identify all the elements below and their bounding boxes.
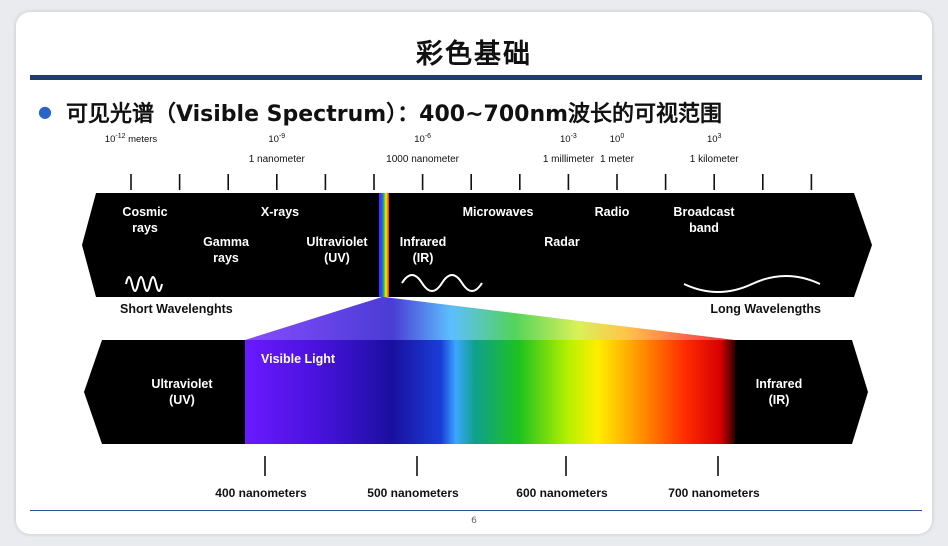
ir-label: (IR) — [769, 393, 790, 407]
band-label: (UV) — [324, 251, 350, 265]
spectrum-diagram: 10-12 meters 10-9 10-6 10-3 100 103 1 nanomete… — [82, 133, 872, 500]
uv-label: (UV) — [169, 393, 195, 407]
scale-power-label: 100 — [610, 133, 625, 145]
scale-unit-label: 1 nanometer — [249, 154, 306, 165]
band-label: (IR) — [413, 251, 434, 265]
scale-power-label: 103 — [707, 133, 722, 145]
em-spectrum-band — [82, 193, 872, 297]
slide-title: 彩色基础 — [416, 39, 532, 70]
scale-unit-label: 1 kilometer — [690, 154, 740, 165]
scale-unit-label: 1 meter — [600, 154, 635, 165]
band-label: Radio — [595, 205, 630, 219]
visible-light-gradient — [245, 340, 735, 444]
bullet-item: ● 可见光谱（Visible Spectrum）：400~700nm波长的可视范围 — [38, 96, 722, 128]
uv-label: Ultraviolet — [151, 377, 213, 391]
band-label: Microwaves — [463, 205, 534, 219]
scale-unit-label: 1 millimeter — [543, 154, 595, 165]
visible-light-fan — [245, 297, 735, 340]
nanometer-label: 400 nanometers — [215, 486, 307, 500]
band-label: Gamma — [203, 235, 250, 249]
scale-power-label: 10-3 — [560, 133, 577, 145]
slide: 彩色基础 ● 可见光谱（Visible Spectrum）：400~700nm波长… — [16, 12, 932, 534]
band-label: Cosmic — [122, 205, 167, 219]
scale-unit-label: 1000 nanometer — [386, 154, 460, 165]
bullet-dot-icon: ● — [38, 102, 52, 121]
visible-light-label: Visible Light — [261, 352, 336, 366]
ir-label: Infrared — [756, 377, 803, 391]
scale-power-label: 10-6 — [414, 133, 431, 145]
scale-power-label: 10-9 — [268, 133, 285, 145]
footer-rule — [30, 510, 922, 511]
page-number: 6 — [471, 516, 477, 526]
medium-wave-icon — [401, 274, 483, 292]
nanometer-label: 500 nanometers — [367, 486, 459, 500]
band-label: Ultraviolet — [306, 235, 368, 249]
nanometer-label: 600 nanometers — [516, 486, 608, 500]
band-label: Infrared — [400, 235, 447, 249]
short-wave-icon — [125, 276, 163, 292]
long-wave-icon — [683, 275, 821, 293]
short-wavelengths-label: Short Wavelenghts — [120, 302, 233, 316]
band-label: band — [689, 221, 719, 235]
long-wavelengths-label: Long Wavelengths — [710, 302, 821, 316]
title-rule — [30, 75, 922, 80]
band-label: Radar — [544, 235, 580, 249]
band-label: rays — [132, 221, 158, 235]
scale-power-label: 10-12 meters — [105, 133, 158, 145]
bullet-text: 可见光谱（Visible Spectrum）：400~700nm波长的可视范围 — [65, 102, 723, 127]
band-label: rays — [213, 251, 239, 265]
band-label: Broadcast — [673, 205, 735, 219]
visible-light-slit — [379, 193, 389, 297]
band-label: X-rays — [261, 205, 299, 219]
nanometer-label: 700 nanometers — [668, 486, 760, 500]
